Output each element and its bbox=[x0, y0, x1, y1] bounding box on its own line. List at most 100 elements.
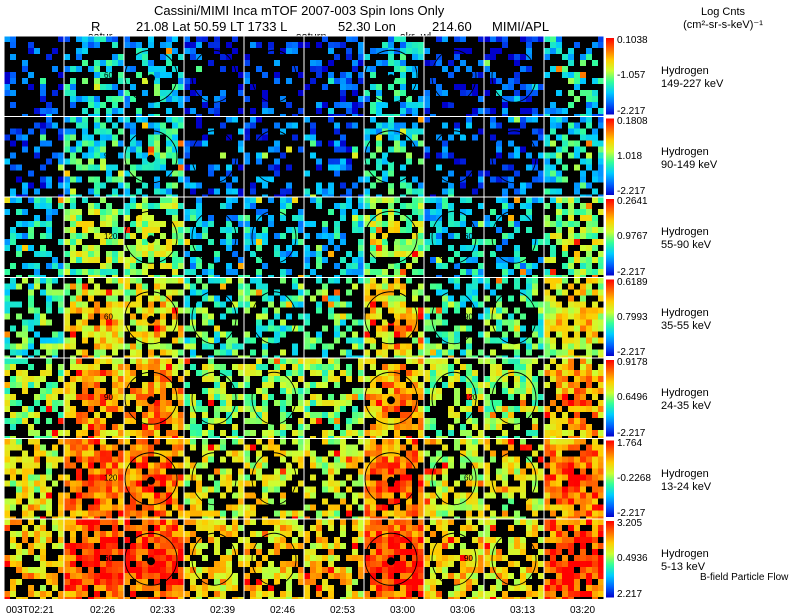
heatmap-cell bbox=[598, 492, 604, 499]
heatmap-cell bbox=[304, 382, 310, 388]
heatmap-cell bbox=[250, 480, 256, 487]
heatmap-cell bbox=[364, 289, 370, 296]
heatmap-cell bbox=[580, 430, 586, 436]
heatmap-cell bbox=[100, 561, 106, 567]
heatmap-cell bbox=[322, 456, 328, 463]
heatmap-cell bbox=[202, 456, 208, 463]
heatmap-cell bbox=[538, 468, 544, 475]
heatmap-cell bbox=[280, 510, 286, 517]
heatmap-cell bbox=[250, 203, 256, 209]
heatmap-cell bbox=[136, 325, 142, 332]
heatmap-cell bbox=[532, 84, 538, 90]
heatmap-cell bbox=[514, 516, 520, 519]
heatmap-cell bbox=[22, 549, 28, 555]
heatmap-cell bbox=[460, 364, 466, 370]
heatmap-cell bbox=[112, 349, 118, 356]
heatmap-cell bbox=[538, 498, 544, 505]
heatmap-cell bbox=[424, 325, 430, 332]
heatmap-cell bbox=[64, 382, 70, 388]
heatmap-cell bbox=[130, 277, 136, 284]
heatmap-cell bbox=[118, 597, 124, 600]
heatmap-cell bbox=[256, 289, 262, 296]
heatmap-cell bbox=[160, 277, 166, 284]
heatmap-cell bbox=[250, 406, 256, 412]
heatmap-cell bbox=[460, 474, 466, 481]
heatmap-cell bbox=[268, 197, 274, 203]
heatmap-cell bbox=[412, 400, 418, 406]
heatmap-cell bbox=[592, 450, 598, 457]
heatmap-cell bbox=[16, 197, 22, 203]
heatmap-cell bbox=[592, 257, 598, 263]
heatmap-cell bbox=[88, 406, 94, 412]
heatmap-cell bbox=[250, 400, 256, 406]
heatmap-cell bbox=[82, 128, 88, 135]
heatmap-cell bbox=[178, 531, 184, 537]
heatmap-cell bbox=[418, 418, 424, 424]
heatmap-cell bbox=[70, 283, 76, 290]
heatmap-cell bbox=[514, 456, 520, 463]
heatmap-cell bbox=[358, 54, 364, 60]
heatmap-cell bbox=[82, 394, 88, 400]
heatmap-cell bbox=[16, 438, 22, 445]
heatmap-cell bbox=[406, 152, 412, 159]
heatmap-cell bbox=[106, 430, 112, 436]
heatmap-cell bbox=[448, 102, 454, 108]
heatmap-cell bbox=[472, 370, 478, 376]
heatmap-cell bbox=[112, 591, 118, 597]
heatmap-cell bbox=[76, 158, 82, 165]
heatmap-cell bbox=[4, 519, 10, 525]
heatmap-cell bbox=[172, 146, 178, 153]
heatmap-cell bbox=[64, 84, 70, 90]
heatmap-cell bbox=[52, 394, 58, 400]
heatmap-cell bbox=[94, 424, 100, 430]
heatmap-cell bbox=[16, 221, 22, 227]
heatmap-cell bbox=[346, 289, 352, 296]
heatmap-cell bbox=[244, 233, 250, 239]
heatmap-cell bbox=[268, 436, 274, 439]
heatmap-cell bbox=[280, 480, 286, 487]
heatmap-cell bbox=[580, 450, 586, 457]
heatmap-cell bbox=[550, 313, 556, 320]
heatmap-cell bbox=[88, 245, 94, 251]
heatmap-cell bbox=[142, 438, 148, 445]
heatmap-cell bbox=[592, 510, 598, 517]
heatmap-cell bbox=[502, 331, 508, 338]
heatmap-cell bbox=[580, 275, 586, 278]
heatmap-cell bbox=[10, 42, 16, 48]
heatmap-cell bbox=[244, 72, 250, 78]
heatmap-cell bbox=[430, 376, 436, 382]
heatmap-cell bbox=[598, 152, 604, 159]
heatmap-cell bbox=[166, 412, 172, 418]
heatmap-cell bbox=[574, 388, 580, 394]
heatmap-cell bbox=[238, 128, 244, 135]
heatmap-cell bbox=[526, 108, 532, 114]
heatmap-cell bbox=[130, 492, 136, 499]
heatmap-cell bbox=[28, 343, 34, 350]
heatmap-cell bbox=[514, 277, 520, 284]
heatmap-cell bbox=[556, 209, 562, 215]
heatmap-cell bbox=[394, 406, 400, 412]
heatmap-cell bbox=[196, 549, 202, 555]
heatmap-cell bbox=[490, 36, 496, 42]
heatmap-cell bbox=[28, 301, 34, 308]
heatmap-cell bbox=[598, 406, 604, 412]
heatmap-cell bbox=[76, 194, 82, 197]
heatmap-cell bbox=[172, 215, 178, 221]
heatmap-cell bbox=[478, 331, 484, 338]
heatmap-cell bbox=[202, 438, 208, 445]
heatmap-cell bbox=[106, 370, 112, 376]
heatmap-cell bbox=[148, 251, 154, 257]
heatmap-cell bbox=[418, 424, 424, 430]
heatmap-cell bbox=[220, 54, 226, 60]
heatmap-cell bbox=[586, 492, 592, 499]
heatmap-cell bbox=[340, 42, 346, 48]
heatmap-cell bbox=[328, 364, 334, 370]
heatmap-cell bbox=[388, 128, 394, 135]
heatmap-cell bbox=[418, 158, 424, 165]
heatmap-cell bbox=[580, 319, 586, 326]
heatmap-cell bbox=[490, 221, 496, 227]
heatmap-cell bbox=[244, 462, 250, 469]
heatmap-cell bbox=[418, 412, 424, 418]
heatmap-cell bbox=[466, 492, 472, 499]
heatmap-cell bbox=[298, 209, 304, 215]
